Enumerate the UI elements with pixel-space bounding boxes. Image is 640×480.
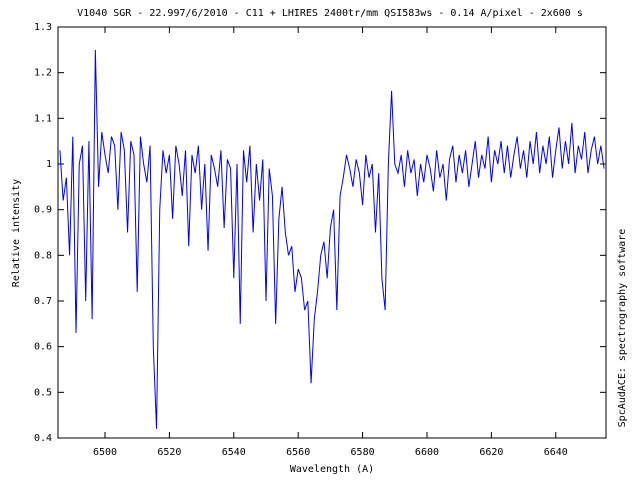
y-tick-label: 0.7 — [34, 296, 52, 307]
y-axis-label: Relative intensity — [11, 179, 22, 287]
x-axis-label: Wavelength (A) — [290, 464, 374, 475]
chart-title: V1040 SGR - 22.997/6/2010 - C11 + LHIRES… — [77, 8, 583, 19]
y-tick-label: 0.8 — [34, 250, 52, 261]
x-tick-label: 6640 — [544, 447, 568, 458]
x-tick-label: 6500 — [93, 447, 117, 458]
x-tick-label: 6520 — [157, 447, 181, 458]
y-tick-label: 1.3 — [34, 22, 52, 33]
x-tick-label: 6600 — [415, 447, 439, 458]
y-tick-label: 1.1 — [34, 113, 52, 124]
x-tick-label: 6560 — [286, 447, 310, 458]
side-note: SpcAudACE: spectrography software — [617, 229, 628, 428]
x-tick-label: 6580 — [351, 447, 375, 458]
y-tick-label: 1.2 — [34, 68, 52, 79]
spectrum-line — [59, 49, 605, 429]
y-tick-label: 1 — [46, 159, 52, 170]
y-tick-label: 0.9 — [34, 205, 52, 216]
y-tick-label: 0.4 — [34, 433, 52, 444]
x-tick-label: 6540 — [222, 447, 246, 458]
plot-frame — [57, 26, 607, 439]
y-tick-label: 0.6 — [34, 342, 52, 353]
x-tick-label: 6620 — [479, 447, 503, 458]
y-tick-label: 0.5 — [34, 387, 52, 398]
